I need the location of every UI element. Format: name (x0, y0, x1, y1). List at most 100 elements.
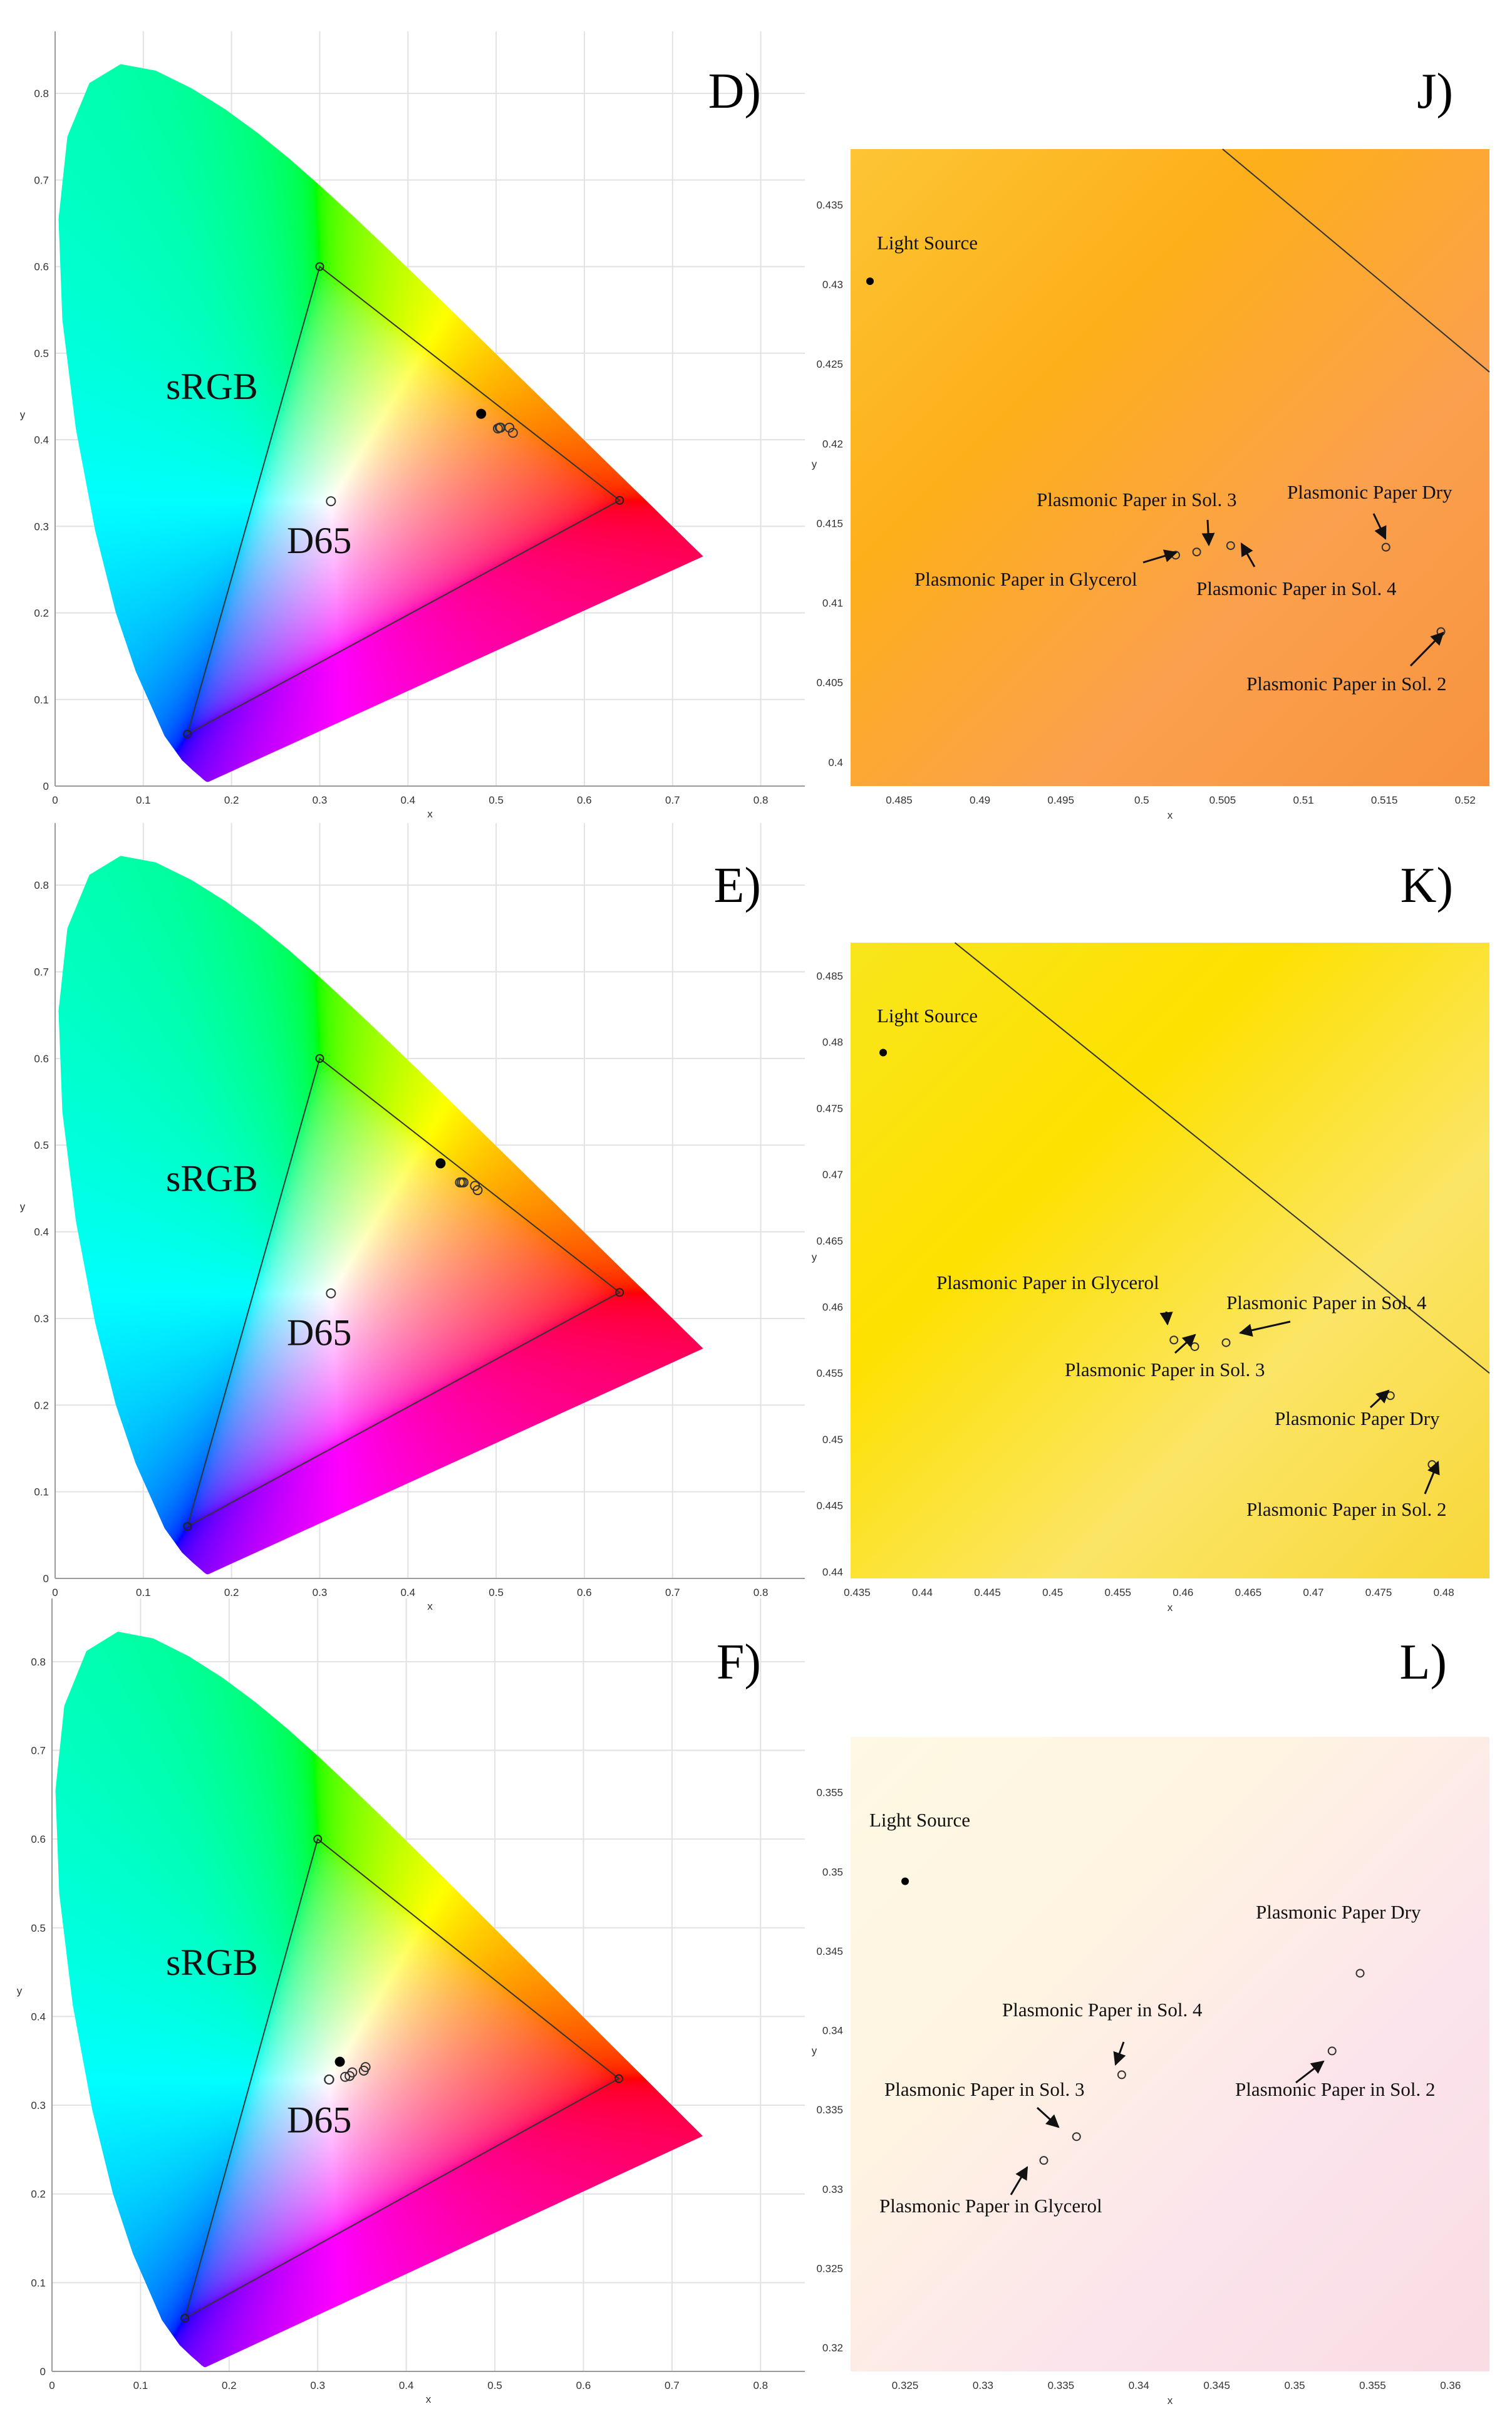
sample-point (347, 2067, 358, 2078)
sample-point (472, 1185, 483, 1196)
x-tick-label: 0.45 (1042, 1587, 1063, 1598)
y-tick-label: 0.425 (816, 358, 843, 370)
y-tick-label: 0.4 (34, 434, 49, 446)
chromaticity-diagram (58, 64, 703, 782)
panel-label: D) (708, 64, 761, 119)
x-tick-label: 0.7 (665, 1587, 680, 1598)
annotation-arrow (1424, 1461, 1440, 1494)
annotation-arrow (1369, 1389, 1390, 1409)
sample-point (504, 422, 515, 433)
light-source-point (901, 1877, 909, 1885)
sample-point (1169, 1335, 1179, 1345)
x-tick-label: 0.1 (136, 1587, 151, 1598)
x-tick-label: 0.515 (1371, 794, 1398, 806)
gamut-vertex-marker (315, 262, 324, 271)
x-tick-label: 0.44 (912, 1587, 933, 1598)
x-tick-label: 0.5 (489, 794, 504, 806)
x-tick-label: 0.6 (577, 1587, 592, 1598)
x-tick-label: 0.47 (1303, 1587, 1323, 1598)
chromaticity-diagram (58, 856, 703, 1575)
x-tick-label: 0.1 (133, 2380, 148, 2391)
x-tick-label: 0.1 (136, 794, 151, 806)
x-tick-label: 0.7 (665, 2380, 680, 2391)
srgb-label: sRGB (166, 1942, 258, 1983)
y-axis-label: y (20, 1201, 26, 1213)
y-tick-label: 0.445 (816, 1500, 843, 1512)
light-source-point (334, 2056, 345, 2067)
y-tick-label: 0.33 (822, 2183, 843, 2195)
plot-background (851, 149, 1489, 786)
y-tick-label: 0.35 (822, 1866, 843, 1878)
gamut-vertex-marker (180, 2314, 190, 2323)
sample-point (458, 1177, 469, 1188)
x-tick-label: 0.505 (1209, 794, 1236, 806)
panel-label: K) (1401, 858, 1453, 913)
x-tick-label: 0.8 (753, 794, 769, 806)
gamut-vertex-marker (183, 730, 192, 739)
y-tick-label: 0.4 (31, 2011, 46, 2023)
x-tick-label: 0.2 (224, 1587, 239, 1598)
sample-label: Plasmonic Paper in Sol. 4 (1196, 578, 1397, 599)
annotation-arrow (1036, 2106, 1060, 2128)
x-tick-label: 0.33 (973, 2380, 993, 2391)
x-tick-label: 0.36 (1440, 2380, 1461, 2391)
light-source-point (435, 1158, 446, 1169)
x-tick-label: 0.7 (665, 794, 680, 806)
panel-j: 0.485 0.49 0.495 0.5 0.505 0.51 0.515 0.52 0.4 0.… (812, 64, 1490, 821)
chromaticity-diagram (55, 1631, 703, 2368)
sample-label: Plasmonic Paper Dry (1275, 1407, 1440, 1429)
y-tick-label: 0.2 (34, 608, 49, 619)
x-tick-label: 0.8 (753, 2380, 768, 2391)
x-tick-label: 0.6 (576, 2380, 591, 2391)
y-axis-label: y (20, 409, 26, 421)
y-tick-label: 0.7 (34, 174, 49, 186)
srgb-label: sRGB (166, 1158, 258, 1199)
y-tick-label: 0.465 (816, 1235, 843, 1247)
y-tick-label: 0 (40, 2366, 46, 2378)
y-tick-label: 0.1 (34, 1486, 49, 1498)
sample-point (1192, 547, 1201, 557)
d65-label: D65 (287, 1312, 351, 1354)
annotation-arrow (1159, 1311, 1173, 1326)
y-tick-label: 0.41 (822, 598, 843, 609)
light-source-point (866, 277, 874, 286)
y-tick-label: 0.48 (822, 1037, 843, 1049)
y-tick-label: 0.3 (34, 1313, 49, 1325)
sample-point (340, 2071, 351, 2082)
annotation-arrow (1142, 549, 1178, 564)
y-tick-label: 0.475 (816, 1102, 843, 1114)
sample-label: Plasmonic Paper in Sol. 3 (1065, 1359, 1265, 1380)
annotation-arrow (1174, 1334, 1196, 1354)
sample-label: Plasmonic Paper in Sol. 2 (1235, 2078, 1435, 2100)
d65-label: D65 (287, 520, 351, 561)
y-tick-label: 0.45 (822, 1434, 843, 1446)
x-tick-label: 0.35 (1284, 2380, 1305, 2391)
y-tick-label: 0.335 (816, 2104, 843, 2116)
panel-label: L) (1399, 1635, 1447, 1690)
sample-point (1072, 2132, 1081, 2142)
annotation-arrow (1295, 2060, 1325, 2084)
sample-point (1355, 1969, 1365, 1978)
y-tick-label: 0.34 (822, 2025, 843, 2037)
sample-label: Plasmonic Paper in Glycerol (879, 2195, 1102, 2217)
light-source-point (476, 408, 487, 419)
y-tick-label: 0.32 (822, 2342, 843, 2354)
d65-whitepoint-marker (326, 1288, 336, 1298)
y-tick-label: 0.44 (822, 1566, 843, 1578)
y-axis-label: y (812, 2045, 817, 2057)
x-axis-label: x (1168, 809, 1173, 821)
plot-background (851, 943, 1489, 1578)
y-tick-label: 0.325 (816, 2262, 843, 2274)
plot-background (851, 1737, 1489, 2371)
light-source-label: Light Source (877, 1005, 978, 1027)
srgb-gamut-triangle (184, 1838, 620, 2320)
y-tick-label: 0.4 (34, 1226, 49, 1238)
y-tick-label: 0.485 (816, 970, 843, 982)
srgb-label: sRGB (166, 366, 258, 407)
sample-point (1221, 1338, 1231, 1347)
y-tick-label: 0.8 (34, 88, 49, 100)
gamut-vertex-marker (615, 495, 624, 505)
sample-point (1226, 541, 1235, 551)
x-axis-label: x (426, 2393, 432, 2405)
d65-label: D65 (287, 2099, 351, 2140)
